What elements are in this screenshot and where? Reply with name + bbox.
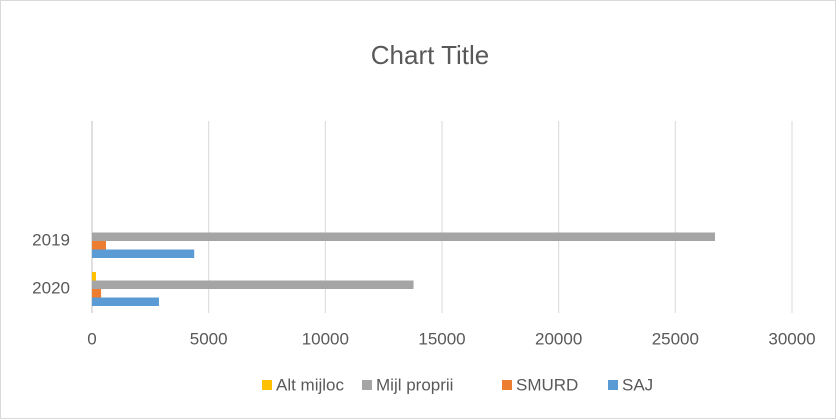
legend-swatch [608, 380, 618, 390]
legend-label: Alt mijloc [276, 375, 345, 394]
legend-swatch [262, 380, 272, 390]
y-tick-label: 2019 [32, 230, 70, 249]
legend-label: SMURD [516, 375, 578, 394]
bar [92, 232, 715, 241]
x-tick-label: 25000 [652, 329, 699, 348]
legend-swatch [362, 380, 372, 390]
x-tick-label: 15000 [418, 329, 465, 348]
x-tick-label: 5000 [190, 329, 228, 348]
x-tick-label: 20000 [535, 329, 582, 348]
legend-swatch [502, 380, 512, 390]
bar [92, 249, 195, 258]
legend-label: Mijl proprii [376, 375, 453, 394]
legend-label: SAJ [622, 375, 653, 394]
bar [92, 272, 96, 281]
bar [92, 289, 102, 298]
y-tick-label: 2020 [32, 278, 70, 297]
bar [92, 297, 159, 306]
x-tick-label: 10000 [302, 329, 349, 348]
x-tick-label: 0 [87, 329, 96, 348]
bar [92, 280, 414, 289]
chart-title: Chart Title [371, 40, 490, 70]
x-tick-label: 30000 [768, 329, 815, 348]
bar [92, 241, 106, 250]
